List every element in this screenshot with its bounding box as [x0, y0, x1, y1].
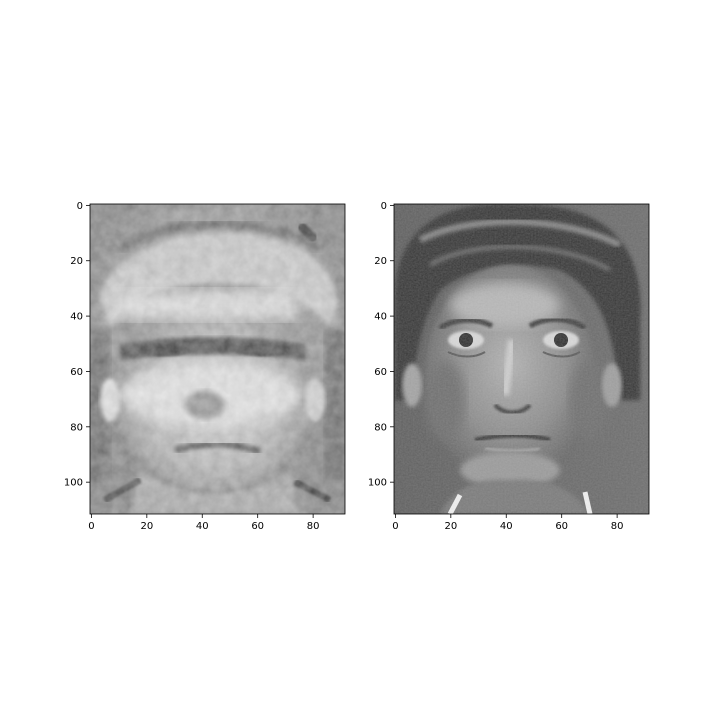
right-axes-frame: [393, 203, 650, 515]
x-tick-label: 20: [444, 521, 457, 532]
y-tick-label: 100: [64, 478, 83, 489]
x-tick-label: 80: [307, 521, 320, 532]
x-tick-label: 60: [251, 521, 264, 532]
y-tick-label: 20: [70, 256, 83, 267]
y-tick-label: 0: [77, 201, 83, 212]
original-face-image: [394, 204, 649, 514]
x-tick-label: 20: [140, 521, 153, 532]
x-tick-label: 0: [392, 521, 398, 532]
y-tick-label: 20: [374, 256, 387, 267]
x-tick-label: 40: [196, 521, 209, 532]
right-panel: 0 20 40 60 80 0 20 40 60 80 100: [368, 201, 650, 532]
y-tick-label: 60: [70, 367, 83, 378]
left-axis-ticks: 0 20 40 60 80 0 20 40 60 80 100: [64, 201, 320, 532]
x-tick-label: 40: [500, 521, 513, 532]
y-tick-label: 40: [70, 312, 83, 323]
right-axis-ticks: 0 20 40 60 80 0 20 40 60 80 100: [368, 201, 624, 532]
left-axes-frame: [89, 203, 346, 515]
y-tick-label: 80: [374, 422, 387, 433]
y-tick-label: 80: [70, 422, 83, 433]
y-tick-label: 40: [374, 312, 387, 323]
y-tick-label: 60: [374, 367, 387, 378]
y-tick-label: 100: [368, 478, 387, 489]
y-tick-label: 0: [381, 201, 387, 212]
x-tick-label: 0: [88, 521, 94, 532]
reconstructed-face-image: [90, 204, 345, 514]
x-tick-label: 80: [611, 521, 624, 532]
left-panel: 0 20 40 60 80 0 20 40 60 80 100: [64, 201, 346, 532]
x-tick-label: 60: [555, 521, 568, 532]
